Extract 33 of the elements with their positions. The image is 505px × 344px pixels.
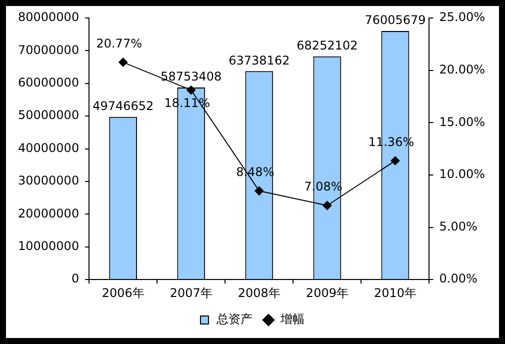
point — [186, 86, 196, 95]
y2-tick-label: 15.00% — [439, 114, 486, 129]
y-tick-label: 10000000 — [18, 239, 80, 254]
y2-tick-label: 20.00% — [439, 62, 486, 76]
y-tick-label: 20000000 — [18, 206, 80, 220]
y2-tick-label: 10.00% — [439, 167, 486, 182]
point — [390, 156, 400, 166]
point — [118, 58, 128, 67]
legend-label: 总资产 — [216, 312, 252, 326]
point — [322, 201, 332, 210]
y-tick-label: 50000000 — [18, 108, 80, 122]
x-tick-label: 2010年 — [374, 286, 416, 300]
y2-tick-label: 25.00% — [439, 10, 486, 24]
y-tick-label: 70000000 — [18, 42, 80, 57]
x-tick-label: 2006年 — [102, 286, 144, 300]
x-tick-label: 2008年 — [238, 286, 280, 300]
data-label: 63738162 — [228, 53, 290, 68]
data-label: 20.77% — [96, 36, 142, 50]
y2-tick-label: 5.00% — [439, 219, 478, 234]
y-tick-label: 30000000 — [18, 174, 80, 188]
x-tick-label: 2007年 — [170, 286, 212, 300]
legend-label: 增幅 — [280, 312, 304, 326]
point — [254, 186, 264, 196]
y2-tick-label: 0.00% — [439, 272, 478, 286]
data-label: 49746652 — [92, 99, 154, 114]
y-tick-label: 0 — [71, 272, 80, 286]
x-tick-label: 2009年 — [306, 286, 348, 300]
data-label: 76005679 — [364, 13, 426, 28]
data-label: 58753408 — [160, 70, 222, 84]
y-tick-label: 40000000 — [18, 140, 80, 155]
data-label: 68252102 — [296, 38, 358, 53]
y-tick-label: 80000000 — [18, 10, 80, 24]
y-tick-label: 60000000 — [18, 76, 80, 90]
